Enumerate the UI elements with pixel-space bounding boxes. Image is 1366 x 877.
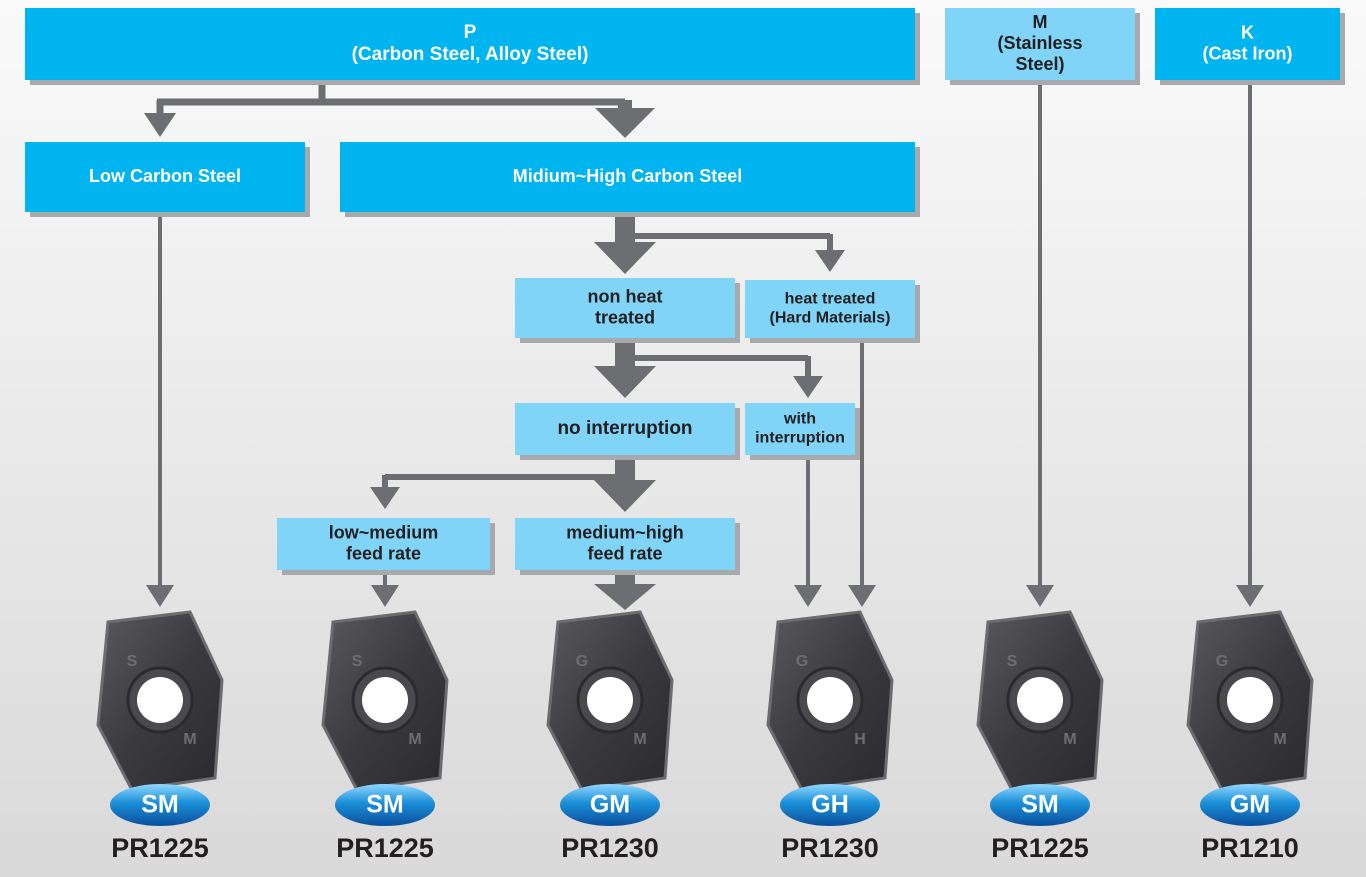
grade: PR1225 [336,833,434,863]
insert-mark: M [1063,731,1076,748]
insert-hole [1227,677,1273,723]
node-label: low~medium [329,522,439,542]
node-label: Midium~High Carbon Steel [513,166,743,186]
insert-mark: G [1216,653,1228,670]
node-label: no interruption [557,418,692,439]
chipbreaker: SM [1021,791,1059,819]
grade: PR1210 [1201,833,1299,863]
chipbreaker: SM [366,791,404,819]
node-label: heat treated [785,291,876,308]
node-label: (Stainless [997,33,1082,53]
node: K(Cast Iron) [1155,8,1345,85]
node-label: (Cast Iron) [1203,43,1293,63]
grade: PR1225 [111,833,209,863]
insert-mark: S [127,653,138,670]
diagram: P(Carbon Steel, Alloy Steel)M(StainlessS… [0,0,1366,877]
node: Low Carbon Steel [25,142,310,217]
chipbreaker: SM [141,791,179,819]
insert-mark: M [408,731,421,748]
insert-mark: M [183,731,196,748]
insert-hole [362,677,408,723]
node-label: non heat [588,286,663,306]
insert-hole [807,677,853,723]
node-label: interruption [755,430,845,447]
node: no interruption [515,403,740,460]
insert-mark: S [1007,653,1018,670]
node-label: treated [595,307,655,327]
node-label: Steel) [1015,54,1064,74]
insert-mark: M [1273,731,1286,748]
node: non heattreated [515,278,740,343]
node-label: medium~high [566,522,684,542]
insert-hole [587,677,633,723]
node-label: K [1241,22,1254,42]
node-label: feed rate [587,543,662,563]
node-label: (Hard Materials) [770,310,891,327]
node: Midium~High Carbon Steel [340,142,920,217]
chipbreaker: GM [590,791,630,819]
insert-mark: H [854,731,866,748]
insert-mark: G [796,653,808,670]
grade: PR1230 [561,833,659,863]
node: with interruption [745,403,860,460]
insert-hole [137,677,183,723]
page: P(Carbon Steel, Alloy Steel)M(StainlessS… [0,0,1366,877]
node-label: feed rate [346,543,421,563]
grade: PR1225 [991,833,1089,863]
insert-hole [1017,677,1063,723]
node: P(Carbon Steel, Alloy Steel) [25,8,920,85]
node-label: M [1033,12,1048,32]
node-label: P [464,22,477,43]
node: heat treated (Hard Materials) [745,280,920,343]
insert-mark: M [633,731,646,748]
node-label: (Carbon Steel, Alloy Steel) [352,44,589,65]
node-label: Low Carbon Steel [89,166,241,186]
chipbreaker: GM [1230,791,1270,819]
chipbreaker: GH [811,791,849,819]
insert-mark: S [352,653,363,670]
node-label: with [783,411,816,428]
grade: PR1230 [781,833,879,863]
insert-mark: G [576,653,588,670]
